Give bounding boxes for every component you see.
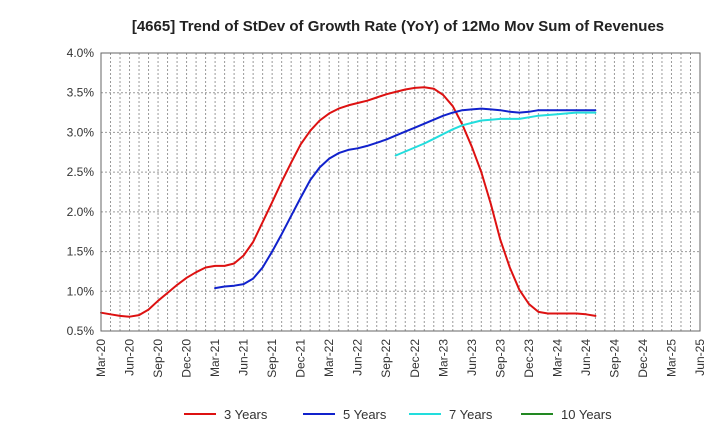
y-tick-label: 2.5% <box>67 165 95 179</box>
legend-label-10-years: 10 Years <box>561 407 612 422</box>
x-tick-label: Dec-23 <box>522 339 536 378</box>
legend-label-3-years: 3 Years <box>224 407 268 422</box>
y-tick-label: 4.0% <box>67 46 95 60</box>
x-tick-label: Mar-20 <box>94 339 108 377</box>
legend-label-7-years: 7 Years <box>449 407 493 422</box>
x-tick-label: Mar-23 <box>436 339 450 377</box>
series-line-5-years <box>214 107 597 290</box>
x-tick-label: Sep-24 <box>607 339 621 378</box>
x-tick-label: Jun-21 <box>237 339 251 376</box>
x-tick-label: Dec-24 <box>636 339 650 378</box>
x-tick-label: Dec-22 <box>408 339 422 378</box>
x-tick-label: Jun-25 <box>693 339 707 376</box>
x-tick-label: Jun-24 <box>579 339 593 376</box>
x-tick-label: Sep-20 <box>151 339 165 378</box>
y-tick-label: 1.0% <box>67 284 95 298</box>
x-axis-ticks: Mar-20 Jun-20 Sep-20 Dec-20 Mar-21 Jun-21 Sep-… <box>94 339 707 378</box>
x-tick-label: Mar-21 <box>208 339 222 377</box>
series-line-7-years <box>394 111 597 157</box>
x-tick-label: Dec-20 <box>180 339 194 378</box>
x-tick-label: Dec-21 <box>294 339 308 378</box>
series-line-3-years <box>100 86 597 318</box>
x-tick-label: Mar-24 <box>550 339 564 377</box>
y-axis-ticks: 0.5% 1.0% 1.5% 2.0% 2.5% 3.0% 3.5% 4.0% <box>67 46 95 338</box>
x-tick-label: Jun-22 <box>351 339 365 376</box>
x-tick-label: Mar-22 <box>322 339 336 377</box>
plot-area-background <box>101 53 700 331</box>
y-tick-label: 2.0% <box>67 205 95 219</box>
y-tick-label: 3.5% <box>67 86 95 100</box>
legend-label-5-years: 5 Years <box>343 407 387 422</box>
x-tick-label: Jun-20 <box>123 339 137 376</box>
y-tick-label: 3.0% <box>67 125 95 139</box>
x-tick-label: Sep-23 <box>493 339 507 378</box>
x-tick-label: Jun-23 <box>465 339 479 376</box>
x-tick-label: Sep-21 <box>265 339 279 378</box>
x-tick-label: Mar-25 <box>664 339 678 377</box>
y-tick-label: 1.5% <box>67 245 95 259</box>
y-tick-label: 0.5% <box>67 324 95 338</box>
x-tick-label: Sep-22 <box>379 339 393 378</box>
chart-title: [4665] Trend of StDev of Growth Rate (Yo… <box>132 18 664 35</box>
series-layer <box>100 86 597 318</box>
legend: 3 Years 5 Years 7 Years 10 Years <box>184 407 612 422</box>
plot-area-border <box>100 52 701 332</box>
